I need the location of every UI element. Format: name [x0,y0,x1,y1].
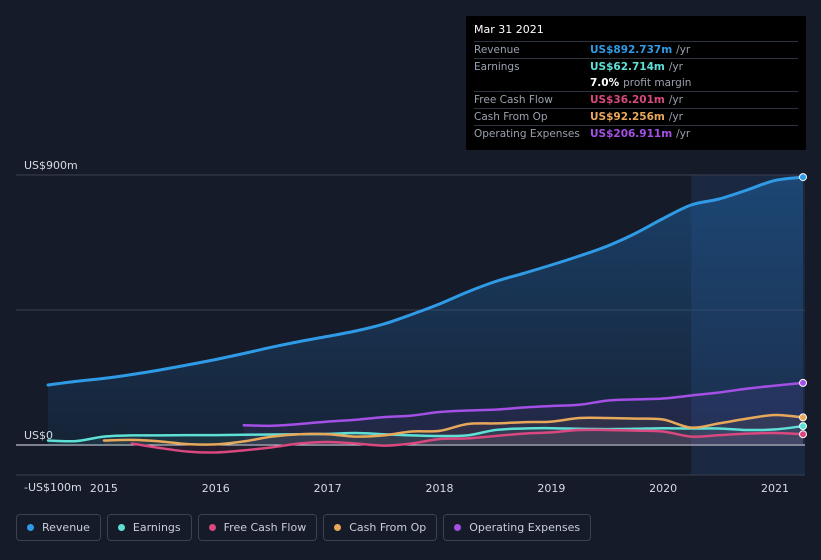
tooltip-row-unit: profit margin [623,77,692,89]
legend-dot-icon [208,524,216,531]
tooltip-row: 7.0% profit margin [474,75,798,91]
operating-expenses-area-fill [243,382,804,445]
series-lines [46,175,805,454]
earnings-endpoint [799,422,807,431]
tooltip-row: Cash From Op US$92.256m/yr [474,108,798,125]
tooltip-row-value: 7.0% [590,77,620,89]
legend-item-revenue[interactable]: Revenue [16,514,101,541]
tooltip-row-label: Cash From Op [474,111,548,123]
free-cash-flow-line [130,428,805,454]
tooltip-row-unit: /yr [676,44,691,56]
legend-item-earnings[interactable]: Earnings [106,514,192,541]
y-tick-label: US$900m [24,159,78,172]
free-cash-flow-area-fill [131,429,803,453]
cash-from-op-line [102,413,805,446]
x-tick-label: 2017 [314,482,342,495]
tooltip-row-label: Earnings [474,61,520,73]
x-tick-label: 2019 [537,482,565,495]
x-tick-label: 2015 [90,482,118,495]
revenue-area [48,177,804,453]
financial-chart: US$900m US$0 -US$100m 2015 2016 2017 2018 2019… [16,159,807,495]
legend-label: Operating Expenses [469,521,581,534]
x-tick-label: 2018 [425,482,453,495]
legend-dot-icon [454,524,462,531]
tooltip-row-unit: /yr [668,61,683,73]
x-tick-label: 2016 [202,482,230,495]
legend-dot-icon [117,524,125,531]
legend-label: Cash From Op [349,521,427,534]
tooltip-row: Operating Expenses US$206.911m/yr [474,125,798,142]
data-tooltip: Mar 31 2021 Revenue US$892.737m/yr Earning… [466,16,806,150]
tooltip-row-label: Free Cash Flow [474,94,553,106]
tooltip-row-value: US$92.256m [590,111,665,123]
cash-from-op-endpoint [799,413,807,422]
y-tick-label: -US$100m [24,481,82,494]
tooltip-row: Free Cash Flow US$36.201m/yr [474,91,798,108]
revenue-endpoint [799,173,807,182]
tooltip-row-value: US$62.714m [590,61,665,73]
legend-dot-icon [334,524,342,531]
tooltip-rows: Revenue US$892.737m/yr Earnings US$62.714m /… [474,41,798,142]
tooltip-row-label: Operating Expenses [474,128,580,140]
operating-expenses-endpoint [799,378,807,387]
tooltip-row-value: US$36.201m [590,94,665,106]
legend-label: Earnings [132,521,181,534]
y-tick-label: US$0 [24,429,53,442]
legend-label: Revenue [42,521,90,534]
tooltip-row-value: US$892.737m [590,44,673,56]
x-tick-label: 2020 [649,482,677,495]
tooltip-row-value: US$206.911m [590,128,673,140]
tooltip-date: Mar 31 2021 [474,23,544,36]
legend-dot-icon [27,524,34,531]
operating-expenses-line [242,381,805,428]
chart-legend: Revenue Earnings Free Cash Flow Cash From O… [16,514,592,541]
tooltip-row-unit: /yr [668,94,683,106]
free-cash-flow-endpoint [799,430,807,439]
revenue-line [46,175,805,387]
x-axis-labels: 2015 2016 2017 2018 2019 2020 2021 [90,482,789,495]
tooltip-row-label: Revenue [474,44,520,56]
legend-label: Free Cash Flow [223,521,307,534]
x-tick-label: 2021 [761,482,789,495]
tooltip-row: Earnings US$62.714m/yr [474,58,798,75]
legend-item-cash-from-op[interactable]: Cash From Op [323,514,438,541]
tooltip-row-unit: /yr [668,111,683,123]
legend-item-operating-expenses[interactable]: Operating Expenses [443,514,592,541]
tooltip-row-unit: /yr [676,128,691,140]
earnings-line [46,424,805,443]
y-axis-labels: US$900m US$0 -US$100m [24,159,82,494]
tooltip-row: Revenue US$892.737m/yr [474,41,798,58]
series-endpoints [799,173,807,439]
legend-item-free-cash-flow[interactable]: Free Cash Flow [197,514,318,541]
cash-from-op-area-fill [103,414,804,445]
